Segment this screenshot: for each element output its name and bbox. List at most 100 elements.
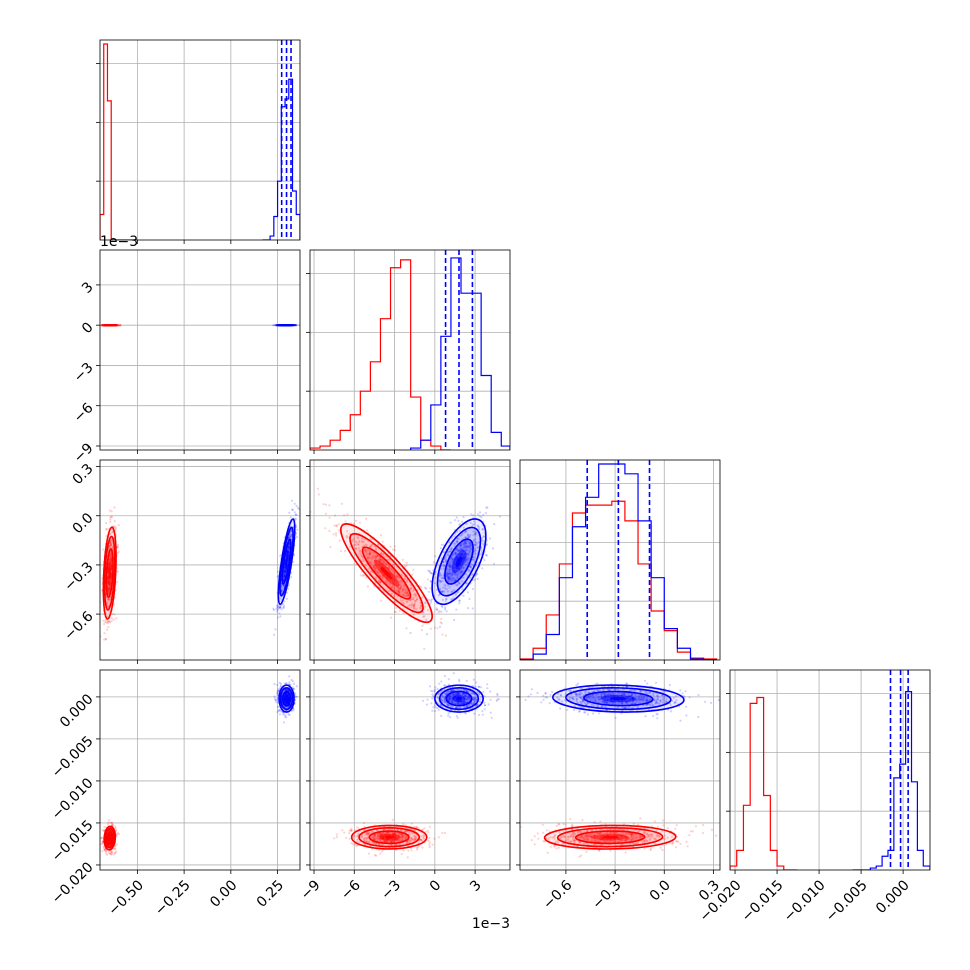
sample-point [102, 846, 105, 849]
sample-point [435, 608, 438, 611]
sample-point [465, 536, 468, 540]
sample-point [369, 545, 372, 548]
sample-point [444, 606, 447, 609]
sample-point [480, 549, 483, 552]
sample-point [281, 590, 284, 593]
sample-point [464, 542, 468, 545]
density-contour [455, 556, 463, 567]
sample-point [458, 599, 461, 602]
sample-point [450, 590, 453, 594]
sample-point [277, 616, 280, 619]
sample-point [428, 569, 431, 572]
sample-point [106, 615, 109, 618]
sample-point [455, 540, 458, 543]
sample-point [387, 566, 390, 569]
sample-point [287, 536, 290, 539]
sample-point [416, 598, 419, 601]
sample-point [378, 558, 382, 561]
sample-point [352, 537, 355, 540]
sample-point [442, 586, 445, 589]
sample-point [402, 607, 405, 610]
sample-point [379, 581, 382, 584]
sample-point [453, 589, 456, 592]
sample-point [358, 549, 361, 553]
sample-point [412, 593, 415, 596]
sample-point [392, 571, 395, 574]
sample-point [108, 610, 111, 614]
sample-point [291, 508, 294, 511]
sample-point [354, 540, 357, 543]
sample-point [109, 541, 112, 544]
sample-point [369, 545, 372, 548]
sample-point [110, 617, 113, 620]
sample-point [456, 575, 459, 578]
sample-point [276, 324, 279, 327]
sample-point [429, 601, 433, 604]
sample-point [387, 589, 390, 593]
sample-point [118, 324, 121, 327]
sample-point [281, 584, 284, 587]
sample-point [364, 543, 367, 546]
sample-point [472, 530, 475, 533]
sample-point [413, 603, 416, 606]
sample-point [376, 571, 379, 574]
sample-point [439, 547, 442, 550]
sample-point [395, 606, 398, 610]
sample-point [457, 581, 460, 584]
sample-point [453, 519, 457, 522]
sample-point [463, 545, 466, 548]
sample-point [101, 850, 104, 853]
sample-point [369, 562, 372, 565]
sample-point [445, 558, 448, 561]
sample-point [461, 520, 464, 523]
sample-point [452, 596, 455, 599]
sample-point [382, 553, 385, 556]
sample-point [472, 556, 475, 559]
sample-point [398, 609, 401, 612]
sample-point [344, 549, 347, 553]
sample-point [469, 565, 472, 568]
sample-point [461, 570, 464, 574]
sample-point [397, 576, 400, 579]
sample-point [397, 589, 400, 592]
sample-point [424, 601, 427, 604]
panel-frame [309, 249, 511, 451]
sample-point [473, 578, 476, 581]
sample-point [403, 584, 406, 587]
sample-point [398, 590, 401, 593]
sample-point [456, 583, 459, 586]
sample-point [290, 576, 293, 579]
sample-point [108, 545, 111, 548]
sample-point [117, 324, 120, 327]
sample-point [440, 574, 443, 577]
sample-point [444, 584, 447, 587]
sample-point [464, 536, 467, 539]
sample-point [358, 552, 361, 555]
sample-point [293, 511, 296, 514]
sample-point [401, 599, 404, 602]
sample-point [106, 605, 109, 609]
sample-point [466, 545, 469, 548]
sample-point [448, 586, 451, 589]
sample-point [324, 503, 327, 506]
sample-point [344, 520, 347, 523]
sample-point [282, 606, 285, 610]
sample-point [447, 576, 450, 579]
sample-point [393, 545, 397, 548]
sample-point [106, 601, 109, 604]
sample-point [448, 577, 451, 580]
sample-point [440, 617, 443, 621]
sample-point [474, 549, 477, 552]
sample-point [418, 606, 422, 610]
sample-point [444, 598, 448, 601]
sample-point [396, 575, 399, 578]
sample-point [404, 577, 407, 580]
sample-point [430, 572, 433, 575]
sample-point [108, 620, 111, 623]
sample-point [451, 590, 454, 593]
sample-point [415, 608, 418, 611]
sample-point [465, 582, 468, 585]
sample-point [317, 493, 320, 496]
sample-point [385, 563, 388, 566]
panel-frame [519, 459, 721, 661]
